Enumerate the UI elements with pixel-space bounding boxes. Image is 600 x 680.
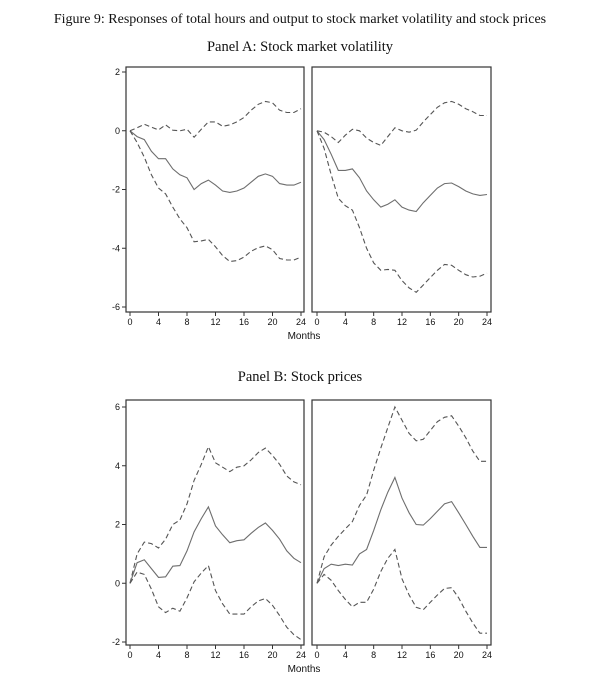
x-tick-label: 12 <box>210 317 220 327</box>
confidence-band-line <box>129 564 302 641</box>
x-tick-label: 8 <box>371 317 376 327</box>
x-tick-label: 16 <box>425 317 435 327</box>
x-tick-label: 24 <box>482 317 492 327</box>
x-tick-label: 8 <box>184 317 189 327</box>
y-tick-label: 0 <box>115 126 120 136</box>
x-axis-label: Months <box>288 664 321 675</box>
y-tick-label: -2 <box>112 637 120 647</box>
x-tick-label: 12 <box>397 317 407 327</box>
x-tick-label: 12 <box>397 650 407 660</box>
x-tick-label: 24 <box>296 317 306 327</box>
y-tick-label: -6 <box>112 302 120 312</box>
response-line <box>316 476 487 584</box>
y-tick-label: 2 <box>115 67 120 77</box>
confidence-band-line <box>316 130 488 294</box>
x-tick-label: 20 <box>267 650 277 660</box>
response-line <box>129 505 302 584</box>
y-tick-label: -2 <box>112 185 120 195</box>
panel-a-label: Panel A: Stock market volatility <box>206 39 394 55</box>
x-tick-label: 12 <box>210 650 220 660</box>
x-tick-label: 16 <box>425 650 435 660</box>
x-tick-label: 20 <box>267 317 277 327</box>
x-tick-label: 8 <box>184 650 189 660</box>
y-tick-label: 0 <box>115 578 120 588</box>
confidence-band-line <box>316 405 487 584</box>
confidence-band-line <box>129 100 302 139</box>
x-tick-label: 8 <box>371 650 376 660</box>
x-tick-label: 4 <box>156 650 161 660</box>
x-tick-label: 4 <box>343 650 348 660</box>
x-tick-label: 20 <box>454 650 464 660</box>
y-tick-label: 6 <box>115 402 120 412</box>
y-tick-label: -4 <box>112 243 120 253</box>
figure-title: Figure 9: Responses of total hours and o… <box>53 12 547 27</box>
plot-frame <box>125 66 305 313</box>
x-tick-label: 4 <box>343 317 348 327</box>
x-tick-label: 0 <box>314 650 319 660</box>
panel-b-label: Panel B: Stock prices <box>237 369 363 385</box>
x-tick-label: 16 <box>239 317 249 327</box>
confidence-band-line <box>316 548 487 634</box>
x-tick-label: 0 <box>127 317 132 327</box>
plot-frame <box>125 399 305 646</box>
response-line <box>129 130 302 193</box>
x-tick-label: 0 <box>127 650 132 660</box>
confidence-band-line <box>129 130 302 263</box>
x-tick-label: 20 <box>454 317 464 327</box>
x-axis-label: Months <box>288 331 321 342</box>
x-tick-label: 24 <box>296 650 306 660</box>
y-tick-label: 4 <box>115 461 120 471</box>
confidence-band-line <box>316 100 487 147</box>
response-line <box>316 130 488 213</box>
confidence-band-line <box>129 445 302 584</box>
x-tick-label: 4 <box>156 317 161 327</box>
x-tick-label: 16 <box>239 650 249 660</box>
x-tick-label: 0 <box>314 317 319 327</box>
x-tick-label: 24 <box>482 650 492 660</box>
y-tick-label: 2 <box>115 520 120 530</box>
